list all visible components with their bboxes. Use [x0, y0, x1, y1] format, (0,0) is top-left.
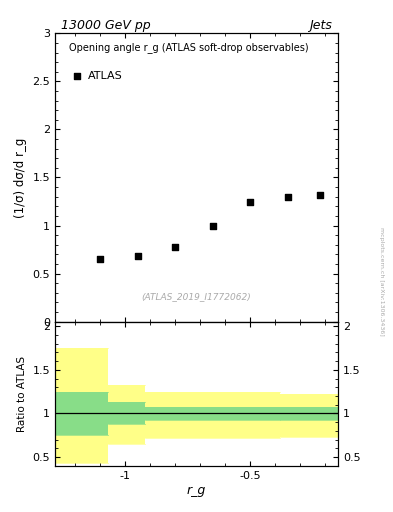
Point [134, 252, 141, 261]
Text: Jets: Jets [309, 19, 332, 32]
Text: Opening angle r_g (ATLAS soft-drop observables): Opening angle r_g (ATLAS soft-drop obser… [69, 42, 309, 53]
Text: (ATLAS_2019_I1772062): (ATLAS_2019_I1772062) [141, 292, 252, 302]
Point [285, 193, 291, 201]
Legend: ATLAS: ATLAS [72, 71, 122, 80]
Y-axis label: (1/σ) dσ/d r_g: (1/σ) dσ/d r_g [14, 137, 27, 218]
X-axis label: r_g: r_g [187, 483, 206, 497]
Point [172, 243, 178, 251]
Text: mcplots.cern.ch [arXiv:1306.3436]: mcplots.cern.ch [arXiv:1306.3436] [379, 227, 384, 336]
Point [97, 255, 103, 263]
Point [247, 198, 253, 206]
Point [209, 222, 216, 230]
Text: 13000 GeV pp: 13000 GeV pp [61, 19, 150, 32]
Point [317, 190, 323, 199]
Y-axis label: Ratio to ATLAS: Ratio to ATLAS [17, 356, 27, 432]
